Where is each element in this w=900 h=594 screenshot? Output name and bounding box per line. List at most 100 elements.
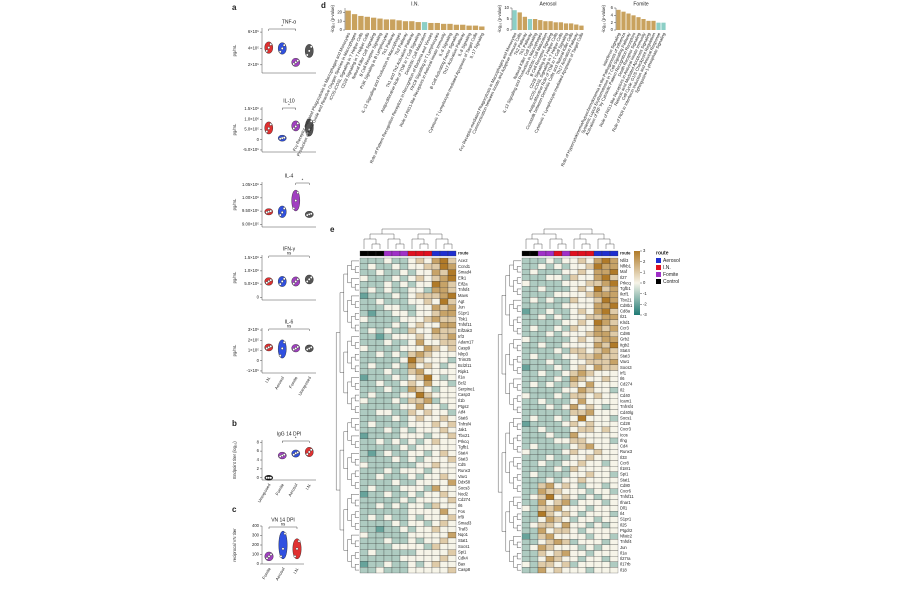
heatmap-cell [585, 263, 595, 270]
gene-label: Bcl2l11 [458, 363, 472, 368]
heatmap-cell [399, 322, 409, 329]
heatmap-cell [609, 269, 619, 275]
heatmap-cell [529, 533, 539, 540]
heatmap-cell [561, 466, 571, 472]
heatmap-cell [383, 316, 393, 323]
heatmap-cell [593, 286, 603, 292]
heatmap-cell [431, 508, 441, 515]
heatmap-cell [521, 263, 531, 270]
data-point [267, 280, 271, 283]
heatmap-cell [553, 314, 563, 320]
heatmap-cell [553, 336, 563, 343]
heatmap-cell [545, 257, 555, 264]
data-point [297, 539, 301, 543]
heatmap-cell [577, 280, 587, 287]
heatmap-cell [359, 520, 369, 527]
heatmap-cell [415, 362, 425, 369]
heatmap-cell [593, 280, 603, 287]
heatmap-cell [553, 482, 563, 489]
heatmap-cell [561, 347, 571, 354]
heatmap-cell [431, 374, 441, 381]
heatmap-cell [585, 443, 595, 450]
bar [574, 24, 579, 30]
heatmap-cell [561, 263, 571, 270]
heatmap-cell [593, 454, 603, 461]
heatmap-cell [553, 269, 563, 275]
significance-label: * [295, 436, 297, 441]
heatmap-cell [553, 387, 563, 394]
heatmap-cell [359, 357, 369, 364]
y-tick-label: 6×10⁵ [248, 29, 259, 34]
heatmap-cell [383, 275, 393, 282]
heatmap-cell [545, 533, 555, 540]
heatmap-cell [439, 322, 449, 329]
heatmap-cell [431, 397, 441, 404]
data-point [265, 281, 269, 285]
heatmap-cell [529, 280, 539, 287]
heatmap-cell [545, 353, 555, 360]
heatmap-cell [553, 556, 563, 562]
heatmap-cell [383, 427, 393, 434]
heatmap-cell [577, 471, 587, 478]
gene-label: Icam1 [620, 399, 632, 404]
gene-label: Spi1 [620, 472, 629, 477]
heatmap-cell [553, 381, 563, 388]
heatmap-cell [415, 491, 425, 498]
heatmap-cell [561, 482, 571, 489]
heatmap-cell [399, 269, 409, 276]
y-tick-label: 400 [252, 523, 260, 528]
heatmap-cell [415, 257, 425, 264]
heatmap-cell [545, 522, 555, 529]
heatmap-cell [609, 342, 619, 349]
heatmap-cell [593, 505, 603, 512]
heatmap-cell [375, 374, 385, 381]
heatmap-cell [431, 310, 441, 317]
heatmap-cell [431, 380, 441, 387]
heatmap-cell [593, 291, 603, 298]
heatmap-cell [553, 376, 563, 382]
panel-label: a [232, 3, 237, 12]
heatmap-cell [415, 316, 425, 323]
heatmap-cell [601, 387, 611, 394]
y-tick-label: -1×10⁵ [246, 368, 259, 373]
y-tick-label: 0 [257, 294, 260, 299]
heatmap-cell [609, 449, 619, 455]
heatmap-cell [375, 392, 385, 399]
heatmap-cell [609, 471, 619, 478]
data-point [267, 127, 271, 130]
heatmap-cell [585, 527, 595, 534]
heatmap-cell [521, 499, 531, 506]
route-cell [593, 250, 603, 257]
y-tick-label: 4 [257, 457, 260, 462]
heatmap-cell [521, 269, 531, 275]
heatmap-cell [423, 549, 433, 556]
heatmap-cell [383, 479, 393, 486]
heatmap-cell [383, 322, 393, 329]
route-strip-label: route [620, 251, 631, 256]
heatmap-cell [367, 275, 377, 282]
heatmap-cell [431, 485, 441, 492]
heatmap-cell [545, 466, 555, 472]
heatmap-cell [375, 555, 385, 562]
heatmap-cell [407, 327, 417, 334]
heatmap-cell [537, 499, 547, 506]
heatmap-cell [431, 386, 441, 393]
heatmap-cell [561, 297, 571, 304]
plot-title: IL-10 [283, 98, 295, 104]
heatmap-cell [585, 421, 595, 427]
heatmap-cell [529, 426, 539, 433]
heatmap-cell [391, 444, 401, 451]
heatmap-cell [375, 485, 385, 492]
heatmap-cell [569, 421, 579, 427]
heatmap-cell [415, 514, 425, 521]
heatmap-cell [585, 533, 595, 540]
heatmap-cell [561, 522, 571, 529]
route-cell [415, 250, 425, 257]
y-tick-label: 1.5×10⁶ [244, 255, 259, 260]
heatmap-cell [367, 491, 377, 498]
bar [453, 24, 460, 30]
legend-swatch [656, 279, 661, 284]
heatmap-cell [553, 370, 563, 377]
heatmap-cell [431, 263, 441, 270]
heatmap-cell [585, 556, 595, 562]
